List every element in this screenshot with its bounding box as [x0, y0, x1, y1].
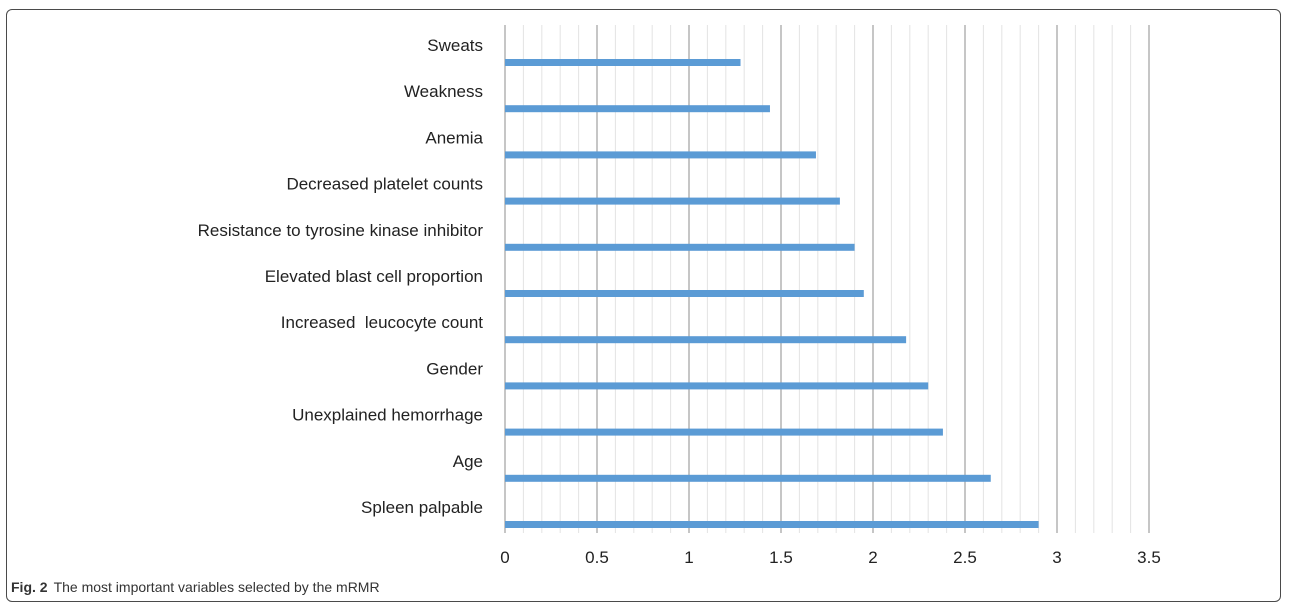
category-label: Anemia	[425, 128, 483, 147]
bar	[505, 105, 770, 113]
bar	[505, 290, 864, 297]
major-gridlines	[504, 25, 1150, 533]
category-label: Age	[453, 452, 483, 471]
bars	[505, 59, 1039, 528]
category-label: Weakness	[404, 82, 483, 101]
category-label: Unexplained hemorrhage	[292, 406, 483, 425]
bar	[505, 151, 816, 159]
caption-text: The most important variables selected by…	[53, 579, 380, 595]
category-label: Spleen palpable	[361, 498, 483, 517]
bar	[505, 382, 929, 390]
bar	[505, 336, 907, 344]
category-label: Elevated blast cell proportion	[265, 267, 483, 286]
category-label: Gender	[426, 359, 483, 378]
x-tick-label: 0.5	[585, 548, 609, 567]
category-label: Resistance to tyrosine kinase inhibitor	[198, 221, 484, 240]
x-tick-label: 2	[868, 548, 877, 567]
x-tick-label: 0	[500, 548, 509, 567]
bar	[505, 243, 855, 251]
x-tick-label: 3.5	[1137, 548, 1161, 567]
x-tick-label: 1	[684, 548, 693, 567]
bar	[505, 197, 840, 205]
caption-label: Fig. 2	[11, 579, 48, 595]
category-labels: Sweats Weakness Anemia Decreased platelet c…	[198, 36, 484, 517]
x-tick-label: 2.5	[953, 548, 977, 567]
bar	[505, 59, 741, 66]
category-label: Sweats	[427, 36, 483, 55]
figure-caption: Fig. 2 The most important variables selec…	[11, 579, 380, 595]
x-tick-label: 1.5	[769, 548, 793, 567]
x-tick-label: 3	[1052, 548, 1061, 567]
bar	[505, 474, 991, 482]
bar	[505, 428, 943, 436]
x-tick-labels: 0 0.5 1 1.5 2 2.5 3 3.5	[500, 548, 1161, 567]
category-label: Decreased platelet counts	[286, 175, 483, 194]
category-label: Increased leucocyte count	[281, 313, 484, 332]
minor-gridlines	[522, 25, 1132, 533]
bar	[505, 521, 1039, 528]
